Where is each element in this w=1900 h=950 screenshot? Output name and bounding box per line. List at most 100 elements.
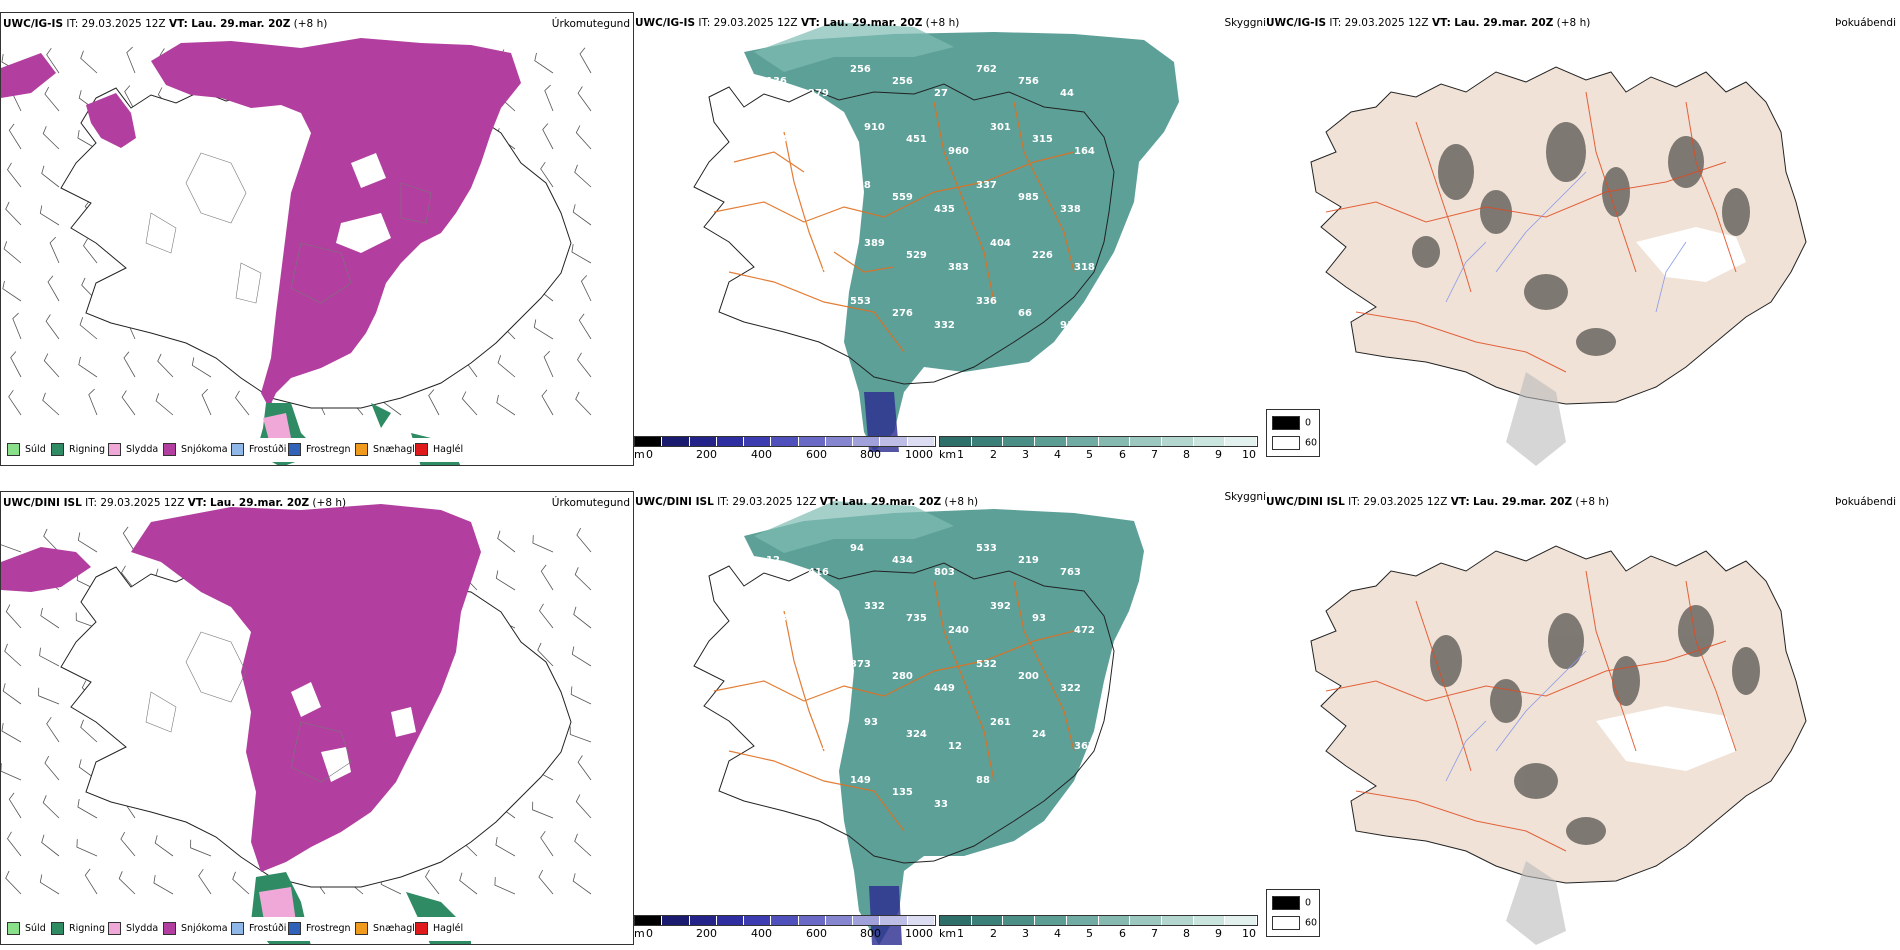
wind-barb — [537, 642, 554, 667]
cloudbase-unit: m — [634, 927, 645, 940]
visibility-map-row2: 2191241694434803533219763378371345332735… — [693, 501, 1144, 945]
vt-label: VT: — [168, 18, 188, 30]
cloudbase-label: 133 — [766, 308, 787, 319]
wind-barb — [78, 356, 98, 378]
colorbar-cell — [689, 437, 717, 446]
wind-barb — [574, 567, 592, 591]
cloudbase-label: 44 — [1060, 88, 1074, 99]
swatch — [231, 922, 244, 935]
wind-barb — [123, 351, 136, 378]
cloudbase-label: 301 — [990, 122, 1011, 133]
cloudbase-label: 962 — [738, 238, 759, 249]
cloudbase-tick: 0 — [646, 927, 653, 940]
road-network — [713, 580, 1075, 832]
legend-freezing-drizzle: Frostúði — [231, 922, 286, 935]
colorbar-cell — [853, 437, 881, 446]
cloudbase-tick: 0 — [646, 448, 653, 461]
cloudbase-label: 532 — [976, 659, 997, 670]
cloudbase-label: 647 — [724, 659, 745, 670]
cloudbase-tick: 1000 — [905, 448, 933, 461]
header-vis-row1: UWC/IG-IS IT: 29.03.2025 12Z VT: Lau. 29… — [635, 17, 959, 29]
iceland-outline — [693, 83, 1115, 385]
colorbar-cell — [635, 437, 663, 446]
fog-legend-row1: 0 60 — [1266, 409, 1320, 457]
cloudbase-label: 960 — [948, 146, 969, 157]
cloudbase-label: 332 — [864, 601, 885, 612]
legend-rain: Rigning — [51, 443, 105, 456]
wind-barb — [578, 313, 592, 340]
precip-map-row1 — [1, 38, 592, 465]
wind-barb — [190, 839, 212, 857]
visibility-unit: km — [939, 448, 957, 461]
cloudbase-label: 373 — [850, 659, 871, 670]
wind-barb — [43, 353, 60, 378]
cloudbase-label: 328 — [738, 717, 759, 728]
wind-barb — [534, 52, 554, 74]
cloudbase-tick: 1000 — [905, 927, 933, 940]
wind-barb — [88, 388, 98, 416]
colorbar-cell — [1035, 916, 1067, 925]
cloudbase-tick: 200 — [696, 448, 717, 461]
colorbar-cell — [1098, 437, 1131, 446]
cloudbase-label: 256 — [850, 64, 871, 75]
visibility-tick: 5 — [1086, 927, 1093, 940]
wind-barb — [42, 392, 60, 416]
cloudbase-label: 529 — [766, 192, 787, 203]
cloudbase-label: 440 — [724, 775, 745, 786]
lead-time: (+8 h) — [312, 497, 347, 509]
it-label: IT: — [1329, 17, 1342, 29]
lead-time: (+8 h) — [1556, 17, 1591, 29]
visibility-tick: 2 — [990, 927, 997, 940]
wind-barb — [425, 869, 440, 895]
cloudbase-label: 435 — [934, 204, 955, 215]
colorbar-cell — [744, 916, 772, 925]
cloudbase-label: 91 — [1060, 320, 1074, 331]
cloudbase-bar-cells — [634, 436, 936, 447]
colorbar-cell — [771, 437, 799, 446]
wind-barb — [569, 726, 592, 743]
wind-barb — [1, 723, 22, 743]
swatch — [1272, 916, 1300, 930]
wind-barb — [2, 683, 22, 705]
cloudbase-label: 66 — [1018, 308, 1032, 319]
vt-label: VT: — [1431, 17, 1451, 29]
cloudbase-tick: 800 — [860, 448, 881, 461]
fog-map-row2 — [1310, 545, 1807, 945]
cloudbase-label: 374 — [808, 204, 829, 215]
lead-time: (+8 h) — [925, 17, 960, 29]
wind-barb — [496, 394, 516, 416]
cloudbase-label: 985 — [1018, 192, 1039, 203]
cloudbase-label: 24 — [1032, 729, 1046, 740]
colorbar-cell — [1161, 916, 1194, 925]
visibility-tick: 5 — [1086, 448, 1093, 461]
visibility-tick: 4 — [1054, 448, 1061, 461]
cloudbase-label: 94 — [850, 543, 864, 554]
cloudbase-label: 434 — [892, 555, 913, 566]
cloudbase-tick: 600 — [806, 448, 827, 461]
wind-barb — [118, 871, 136, 895]
colorbar-cell — [907, 437, 935, 446]
colorbar-cell — [971, 916, 1004, 925]
cloudbase-label: 736 — [808, 683, 829, 694]
cloudbase-label: 12 — [948, 741, 962, 752]
wind-barb — [1, 763, 22, 781]
precip-panel-row2: UWC/DINI ISL IT: 29.03.2025 12Z VT: Lau.… — [0, 491, 634, 945]
wind-barb — [533, 319, 554, 340]
cloudbase-colorbar: m 0 200 400 600 800 1000 — [634, 436, 939, 462]
cloudbase-label: 345 — [822, 625, 843, 636]
vt-value: Lau. 29.mar. 20Z — [210, 497, 310, 509]
cloudbase-label: 76 — [724, 180, 738, 191]
vt-value: Lau. 29.mar. 20Z — [1454, 17, 1554, 29]
panel-title-cloudbase: Skyggni — [1224, 491, 1267, 503]
terrain-contours — [145, 152, 432, 304]
swatch — [288, 443, 301, 456]
cloudbase-label: 367 — [1074, 741, 1095, 752]
wind-barb — [572, 204, 592, 226]
visibility-tick: 4 — [1054, 927, 1061, 940]
legend-hail: Haglél — [415, 443, 463, 456]
wind-barb — [540, 161, 554, 188]
legend-drizzle: Súld — [7, 443, 46, 456]
fog-panel-row2: UWC/DINI ISL IT: 29.03.2025 12Z VT: Lau.… — [1266, 491, 1900, 945]
wind-barb — [42, 795, 60, 819]
colorbar-cell — [716, 916, 745, 925]
